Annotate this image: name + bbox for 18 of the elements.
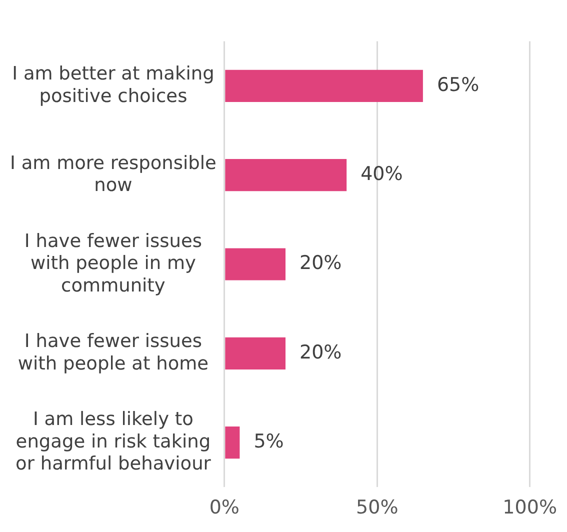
bar [225,248,286,280]
bar [225,426,240,459]
y-tick-label: I am better at making positive choices [12,64,214,107]
y-tick-label: I have fewer issues with people at home [18,331,209,374]
x-tick-label: 0% [209,496,240,519]
data-label: 20% [300,252,342,274]
data-label: 40% [360,163,403,186]
y-tick-label: I am less likely to engage in risk taking or harmful behaviour [16,409,212,475]
data-label: 20% [300,341,342,364]
bar [225,70,423,102]
x-tick-label: 100% [502,496,558,519]
data-label: 5% [254,430,284,453]
bar [225,337,286,370]
y-tick-label: I am more responsible now [10,152,216,196]
data-label: 65% [436,74,480,96]
x-tick-label: 50% [356,496,398,519]
bar [225,159,347,192]
y-tick-label: I have fewer issues with people in my community [24,230,202,296]
